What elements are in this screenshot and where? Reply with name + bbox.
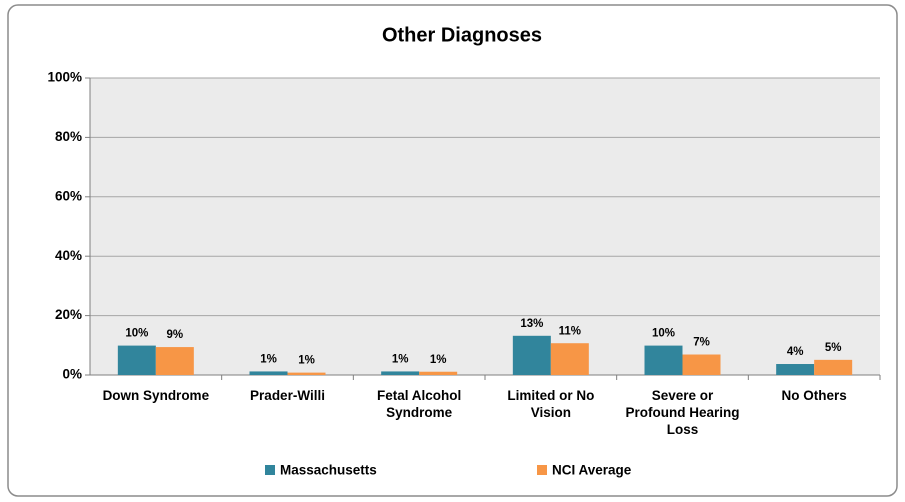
y-tick-label: 0% (62, 367, 82, 382)
data-label: 1% (430, 354, 447, 366)
bar (117, 345, 156, 375)
bar (550, 343, 589, 375)
legend-swatch (265, 465, 275, 475)
bar (155, 347, 194, 375)
bar (776, 364, 815, 375)
bar (644, 345, 683, 375)
x-tick-label: No Others (781, 388, 847, 403)
y-tick-label: 40% (55, 248, 82, 263)
x-tick-label: Prader-Willi (250, 388, 325, 403)
legend-label: Massachusetts (280, 463, 377, 478)
data-label: 11% (559, 325, 581, 337)
x-tick-label: Fetal Alcohol Syndrome (377, 388, 462, 420)
y-tick-label: 80% (55, 129, 82, 144)
data-label: 5% (825, 342, 842, 354)
chart-title: Other Diagnoses (382, 24, 542, 46)
legend-swatch (537, 465, 547, 475)
x-tick-label: Down Syndrome (102, 388, 210, 403)
data-label: 1% (392, 353, 409, 365)
data-label: 1% (260, 353, 277, 365)
y-tick-label: 100% (47, 70, 82, 85)
plot-area (90, 78, 880, 375)
data-label: 10% (125, 328, 148, 340)
data-label: 7% (693, 337, 710, 349)
data-label: 13% (520, 318, 543, 330)
x-tick-label: Severe or Profound Hearing Loss (625, 388, 740, 437)
y-tick-label: 20% (55, 307, 82, 322)
data-label: 10% (652, 328, 675, 340)
bar (814, 359, 853, 375)
legend-label: NCI Average (552, 463, 632, 478)
data-label: 4% (787, 346, 804, 358)
bar (381, 371, 420, 375)
bar (512, 335, 551, 375)
data-label: 9% (167, 329, 184, 341)
data-label: 1% (298, 355, 315, 367)
y-tick-label: 60% (55, 188, 82, 203)
bar (419, 371, 458, 375)
bar (249, 371, 288, 375)
x-tick-label: Limited or No Vision (507, 388, 595, 420)
bar (287, 372, 326, 375)
bar (682, 354, 721, 375)
